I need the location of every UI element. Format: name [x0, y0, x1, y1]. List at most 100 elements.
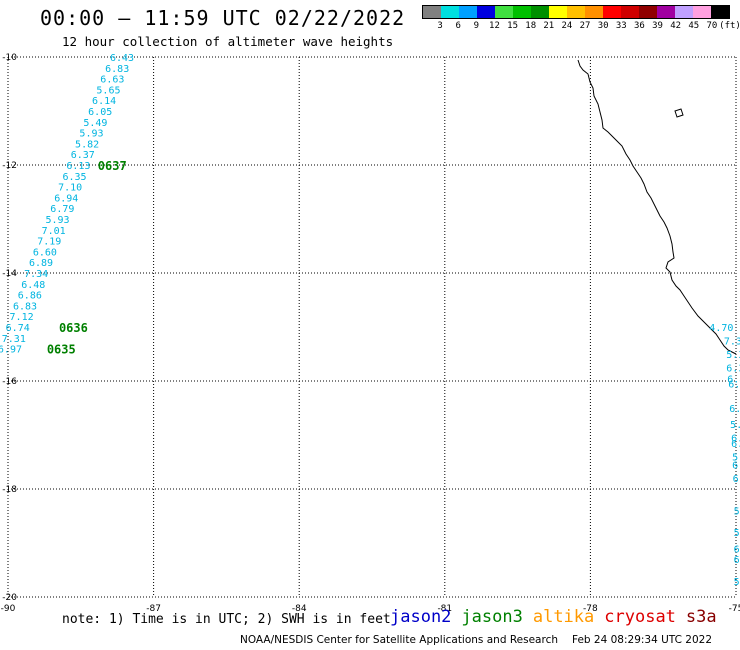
wave-height-value: 6.14	[92, 96, 116, 107]
island-outline	[674, 108, 684, 118]
legend-swatch	[423, 6, 441, 18]
lon-tick-label: -81	[437, 604, 452, 614]
wave-height-value: 6.4	[731, 434, 740, 445]
wave-height-value: 6.48	[21, 280, 45, 291]
lon-tick-label: -84	[292, 604, 307, 614]
wave-height-value: 5.93	[79, 129, 103, 140]
lat-tick-label: -16	[2, 377, 17, 387]
legend-swatch	[441, 6, 459, 18]
wave-height-value: 7.31	[2, 334, 26, 345]
pass-labels: 0637 0636 0635	[47, 159, 127, 357]
legend-labels: 3 6 9 12 15 18 21 24 27 30 33 36 39 42 45 70 (ft)	[422, 19, 740, 33]
legend-label: 12	[489, 21, 500, 31]
legend-swatch	[693, 6, 711, 18]
legend-label: 3	[437, 21, 443, 31]
legend-label: 42	[670, 21, 682, 31]
legend-swatches	[422, 5, 730, 19]
wave-height-value: 6.35	[62, 172, 86, 183]
wave-height-value: 5	[734, 577, 740, 588]
legend-swatch	[639, 6, 657, 18]
wave-height-value: 6.94	[54, 193, 78, 204]
wave-height-value: 6.83	[105, 64, 129, 75]
wave-height-value: 5.93	[45, 215, 69, 226]
wave-height-value: 4.70	[709, 323, 733, 334]
satellite-name: s3a	[685, 607, 717, 627]
lon-tick-label: -90	[1, 604, 16, 614]
pass-time-label: 0637	[98, 159, 127, 173]
legend-label: 6	[455, 21, 461, 31]
wave-height-value: 6.63	[100, 75, 124, 86]
satellite-name: altika	[532, 607, 595, 627]
wave-height-value: 6.05	[88, 107, 112, 118]
lat-tick-label: -20	[2, 593, 17, 603]
legend-label: 15	[507, 21, 518, 31]
wave-height-value: 6.43	[110, 53, 134, 64]
wave-height-value: 6.79	[50, 204, 74, 215]
lon-tick-label: -78	[583, 604, 598, 614]
wave-height-value: 6	[734, 544, 740, 555]
color-legend: 3 6 9 12 15 18 21 24 27 30 33 36 39 42 45 70 (ft)	[422, 5, 740, 35]
legend-label: 39	[652, 21, 663, 31]
page-title: 00:00 – 11:59 UTC 02/22/2022	[40, 6, 406, 30]
wave-height-value: 6.13	[66, 161, 90, 172]
lat-tick-label: -18	[2, 485, 17, 495]
wave-height-value: 6.4	[732, 461, 740, 472]
legend-label: 21	[543, 21, 555, 31]
legend-swatch	[549, 6, 567, 18]
lat-tick-label: -14	[2, 269, 17, 279]
wave-height-value: 6.86	[727, 374, 740, 385]
legend-swatch	[585, 6, 603, 18]
footer-credit: NOAA/NESDIS Center for Satellite Applica…	[240, 634, 712, 646]
wave-height-value: 6.86	[18, 291, 42, 302]
wave-height-value: 6.14	[729, 404, 740, 415]
wave-height-value: 5.9	[732, 453, 740, 464]
wave-values: 6.436.836.635.656.146.055.495.935.826.37…	[0, 53, 740, 588]
wave-height-value: 6.84	[728, 380, 740, 391]
legend-label: 9	[473, 21, 480, 31]
wave-height-value: 5	[734, 507, 740, 518]
legend-swatch	[675, 6, 693, 18]
legend-label: 36	[633, 21, 645, 31]
wave-height-value: 7.34	[724, 337, 740, 348]
legend-label: 45	[688, 21, 700, 31]
legend-label: 18	[525, 21, 537, 31]
legend-label: 30	[597, 21, 609, 31]
axis-ticks: -90 -87 -84 -81 -78 -75 -10 -12 -14 -16 -18 -20	[1, 53, 740, 614]
legend-swatch	[621, 6, 639, 18]
wave-height-value: 7.19	[37, 237, 61, 248]
wave-height-value: 6.3	[731, 439, 740, 450]
wave-height-value: 7.10	[58, 183, 82, 194]
wave-height-value: 5.30	[726, 350, 740, 361]
wave-height-value: 6.4	[733, 474, 740, 485]
legend-label: 24	[561, 21, 573, 31]
legend-swatch	[459, 6, 477, 18]
generated-timestamp: Feb 24 08:29:34 UTC 2022	[572, 634, 712, 646]
credit-text: NOAA/NESDIS Center for Satellite Applica…	[240, 634, 558, 646]
coastline-peru	[577, 59, 737, 355]
satellite-name: cryosat	[604, 607, 676, 627]
legend-swatch	[711, 6, 729, 18]
legend-label: 27	[579, 21, 591, 31]
legend-swatch	[603, 6, 621, 18]
grid-lines	[7, 56, 737, 598]
lon-tick-label: -87	[146, 604, 161, 614]
coastline	[577, 59, 737, 355]
legend-swatch	[495, 6, 513, 18]
lat-tick-label: -10	[2, 53, 17, 63]
legend-swatch	[477, 6, 495, 18]
wave-height-value: 5.49	[83, 118, 107, 129]
legend-label: 33	[615, 21, 627, 31]
wave-height-value: 5.65	[96, 85, 120, 96]
wave-height-value: 6.89	[29, 258, 53, 269]
satellite-legend: jason2 jason3 altika cryosat s3a	[390, 607, 727, 627]
wave-height-value: 6.39	[726, 364, 740, 375]
wave-height-value: 7.12	[10, 312, 34, 323]
legend-unit: (ft)	[719, 21, 740, 31]
legend-swatch	[513, 6, 531, 18]
legend-swatch	[567, 6, 585, 18]
footer-note: note: 1) Time is in UTC; 2) SWH is in fe…	[62, 612, 391, 627]
wave-height-value: 6.37	[71, 150, 95, 161]
legend-label: 70	[706, 21, 718, 31]
